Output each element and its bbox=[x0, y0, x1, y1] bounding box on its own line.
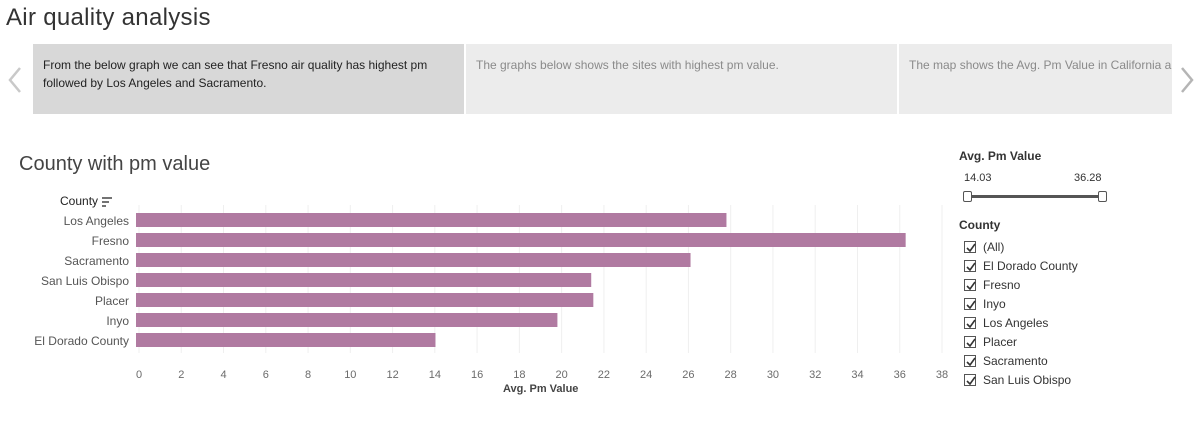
story-point-2-text: The graphs below shows the sites with hi… bbox=[476, 58, 779, 72]
category-label: San Luis Obispo bbox=[41, 274, 129, 288]
county-filter-label: Fresno bbox=[983, 277, 1021, 292]
checkbox-checked-icon[interactable] bbox=[964, 335, 976, 348]
bar[interactable] bbox=[136, 273, 592, 287]
x-tick-label: 4 bbox=[220, 369, 226, 381]
county-filter-item[interactable]: Inyo bbox=[964, 294, 1078, 313]
sort-descending-icon[interactable] bbox=[102, 196, 113, 207]
chevron-right-icon[interactable] bbox=[1176, 62, 1198, 98]
county-filter-label: El Dorado County bbox=[983, 258, 1078, 273]
story-point-1-text: From the below graph we can see that Fre… bbox=[43, 58, 428, 90]
category-label: Fresno bbox=[92, 234, 130, 248]
x-tick-label: 20 bbox=[556, 369, 568, 381]
pm-range-max: 36.28 bbox=[1074, 172, 1102, 184]
checkbox-checked-icon[interactable] bbox=[964, 240, 976, 253]
bar[interactable] bbox=[136, 233, 906, 247]
county-filter-label: Placer bbox=[983, 334, 1018, 349]
x-tick-label: 28 bbox=[725, 369, 737, 381]
x-tick-label: 38 bbox=[936, 369, 948, 381]
checkbox-checked-icon[interactable] bbox=[964, 297, 976, 310]
story-point-1[interactable]: From the below graph we can see that Fre… bbox=[33, 44, 464, 114]
pm-range-min: 14.03 bbox=[964, 172, 992, 184]
story-point-2[interactable]: The graphs below shows the sites with hi… bbox=[466, 44, 897, 114]
county-filter-item[interactable]: San Luis Obispo bbox=[964, 370, 1078, 389]
x-tick-label: 32 bbox=[809, 369, 821, 381]
county-filter-list: (All) El Dorado County Fresno Inyo Los Angel… bbox=[964, 237, 1078, 389]
x-tick-label: 36 bbox=[894, 369, 906, 381]
county-header-label: County bbox=[60, 194, 99, 208]
county-filter-label: San Luis Obispo bbox=[983, 372, 1072, 387]
county-filter-label: (All) bbox=[983, 239, 1005, 254]
bar[interactable] bbox=[136, 213, 727, 227]
x-tick-label: 24 bbox=[640, 369, 652, 381]
x-tick-label: 34 bbox=[851, 369, 863, 381]
county-filter-item[interactable]: (All) bbox=[964, 237, 1078, 256]
x-tick-label: 0 bbox=[136, 369, 142, 381]
bar[interactable] bbox=[136, 313, 558, 327]
bar[interactable] bbox=[136, 333, 436, 347]
county-filter-item[interactable]: Placer bbox=[964, 332, 1078, 351]
bar[interactable] bbox=[136, 293, 594, 307]
x-tick-label: 6 bbox=[263, 369, 269, 381]
x-tick-label: 2 bbox=[178, 369, 184, 381]
county-filter-item[interactable]: Sacramento bbox=[964, 351, 1078, 370]
checkbox-checked-icon[interactable] bbox=[964, 354, 976, 367]
county-filter-item[interactable]: El Dorado County bbox=[964, 256, 1078, 275]
story-point-3[interactable]: The map shows the Avg. Pm Value in Calif… bbox=[899, 44, 1172, 114]
x-tick-label: 30 bbox=[767, 369, 779, 381]
county-row-header[interactable]: County bbox=[60, 194, 113, 208]
county-filter-label: Inyo bbox=[983, 296, 1006, 311]
pm-range-slider-track[interactable] bbox=[967, 195, 1102, 198]
category-label: Inyo bbox=[106, 314, 129, 328]
checkbox-checked-icon[interactable] bbox=[964, 373, 976, 386]
county-filter-label: Sacramento bbox=[983, 353, 1048, 368]
category-label: Los Angeles bbox=[64, 214, 129, 228]
county-filter-item[interactable]: Los Angeles bbox=[964, 313, 1078, 332]
chevron-left-icon[interactable] bbox=[4, 62, 26, 98]
category-label: Placer bbox=[95, 294, 129, 308]
county-filter-item[interactable]: Fresno bbox=[964, 275, 1078, 294]
category-label: El Dorado County bbox=[34, 334, 129, 348]
pm-range-filter-title: Avg. Pm Value bbox=[959, 149, 1042, 163]
pm-range-slider-max-handle[interactable] bbox=[1098, 191, 1107, 202]
county-filter-label: Los Angeles bbox=[983, 315, 1049, 330]
x-tick-label: 14 bbox=[429, 369, 441, 381]
x-tick-label: 26 bbox=[682, 369, 694, 381]
x-tick-label: 18 bbox=[513, 369, 525, 381]
story-title: Air quality analysis bbox=[6, 4, 211, 31]
x-tick-label: 8 bbox=[305, 369, 311, 381]
checkbox-checked-icon[interactable] bbox=[964, 278, 976, 291]
sheet-title: County with pm value bbox=[19, 153, 211, 175]
story-point-3-text: The map shows the Avg. Pm Value in Calif… bbox=[909, 58, 1172, 72]
checkbox-checked-icon[interactable] bbox=[964, 259, 976, 272]
x-tick-label: 10 bbox=[344, 369, 356, 381]
county-filter-title: County bbox=[959, 218, 1001, 232]
story-points-strip: From the below graph we can see that Fre… bbox=[33, 44, 1172, 114]
x-tick-label: 12 bbox=[386, 369, 398, 381]
bar[interactable] bbox=[136, 253, 691, 267]
category-label: Sacramento bbox=[64, 254, 129, 268]
pm-range-slider-min-handle[interactable] bbox=[963, 191, 972, 202]
x-tick-label: 16 bbox=[471, 369, 483, 381]
x-tick-label: 22 bbox=[598, 369, 610, 381]
x-axis-title: Avg. Pm Value bbox=[503, 383, 579, 395]
checkbox-checked-icon[interactable] bbox=[964, 316, 976, 329]
